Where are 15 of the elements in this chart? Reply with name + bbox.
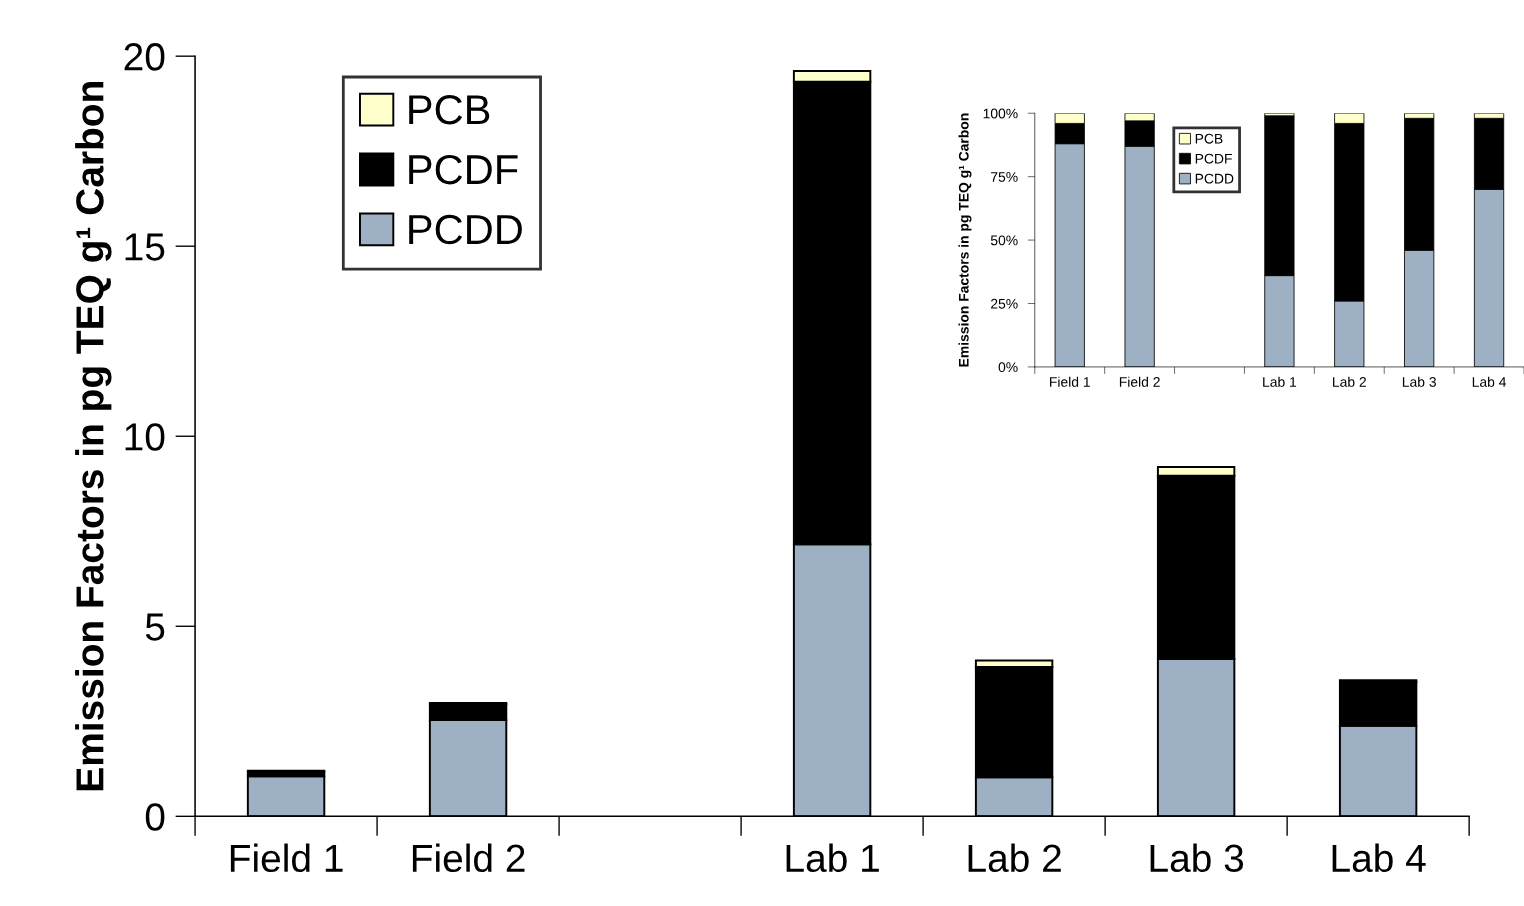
x-tick-label: Field 1: [230, 843, 343, 873]
y-tick-label: 0: [145, 803, 165, 831]
y-tick-label: 10: [125, 423, 165, 451]
x-tick-label: Field 2: [412, 843, 525, 873]
y-tick-label: 5: [145, 613, 165, 641]
y-axis-title: Emission Factors in pg TEQ g¹ Carbon: [75, 82, 112, 791]
legend-label: PCDD: [409, 214, 522, 245]
legend-label: PCB: [409, 94, 490, 125]
x-tick-label: Lab 3: [1150, 843, 1244, 873]
x-tick-label: Lab 1: [786, 843, 879, 873]
y-tick-label: 20: [124, 43, 165, 71]
y-tick-label: 15: [125, 233, 165, 261]
x-tick-label: Lab 2: [968, 843, 1061, 873]
legend-label: PCDF: [409, 154, 518, 185]
x-tick-label: Lab 4: [1332, 843, 1426, 873]
